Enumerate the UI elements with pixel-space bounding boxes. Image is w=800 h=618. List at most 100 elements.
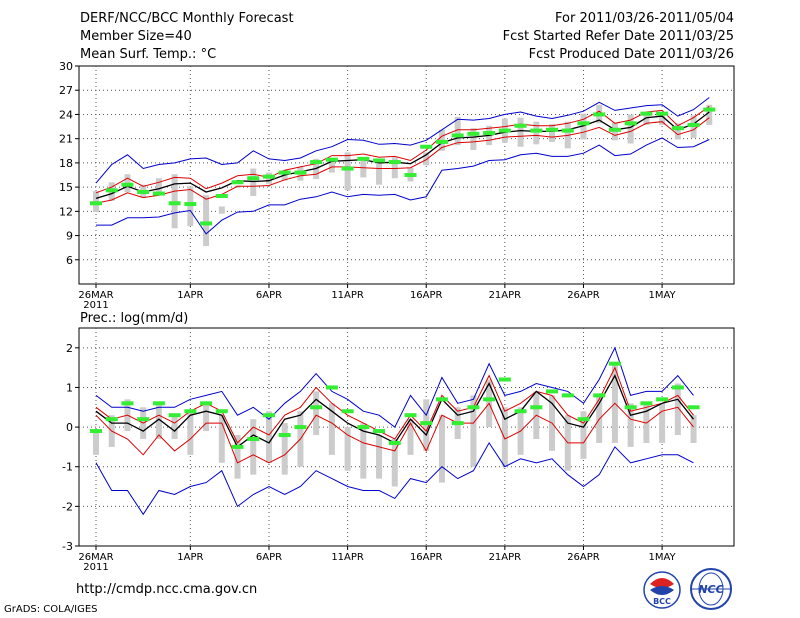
spread-bar (391, 157, 398, 179)
member-size: Member Size=40 (80, 29, 192, 44)
x-tick-label: 6APR (256, 290, 282, 301)
observed-marker (624, 405, 637, 410)
spread-bar (93, 431, 99, 455)
observed-marker (451, 421, 464, 426)
observed-marker (105, 417, 118, 422)
observed-marker (121, 401, 134, 406)
x-year-label: 2011 (83, 300, 108, 311)
series-line-lower (95, 402, 694, 464)
observed-marker (483, 397, 496, 402)
spread-bar (549, 124, 556, 142)
panel-prec: -3 -2 -1 0 1 2 26MAR 1APR 6APR 11APR 16APR 21APR 26A… (62, 327, 735, 573)
spread-bar (674, 123, 681, 140)
series-line-upper (95, 105, 710, 194)
observed-marker (310, 405, 323, 410)
bcc-logo-text: BCC (653, 597, 671, 606)
spread-bar (281, 423, 288, 475)
observed-marker (593, 112, 606, 117)
observed-marker (215, 409, 228, 414)
y-tick-label: 27 (59, 84, 73, 97)
observed-marker (137, 417, 150, 422)
y-tick-label: 2 (66, 342, 73, 355)
grads-credit: GrADS: COLA/IGES (4, 604, 98, 615)
observed-marker (671, 126, 684, 131)
spread-bar (376, 435, 383, 479)
x-tick-label: 21APR (489, 552, 522, 563)
spread-bar (643, 112, 650, 125)
spread-bar (218, 206, 225, 214)
observed-marker (90, 201, 102, 206)
observed-marker (152, 191, 165, 196)
x-tick-label: 1APR (177, 290, 203, 301)
observed-marker (608, 361, 621, 366)
y-tick-label: -3 (62, 540, 73, 553)
spread-bar (250, 168, 257, 196)
variable-label: Mean Surf. Temp.: °C (80, 47, 217, 62)
spread-bar (265, 411, 272, 463)
spread-bar (674, 383, 681, 436)
observed-marker (498, 377, 511, 382)
spread-bar (407, 419, 414, 455)
forecast-started: Fcst Started Refer Date 2011/03/25 (502, 29, 734, 44)
y-tick-label: 18 (59, 157, 73, 170)
observed-marker (703, 107, 716, 112)
spread-bar (376, 160, 383, 185)
spread-bar (533, 121, 540, 145)
spread-bar (470, 128, 477, 150)
spread-bar (501, 407, 508, 467)
observed-marker (325, 385, 338, 390)
observed-marker (577, 121, 590, 126)
observed-marker (483, 131, 496, 136)
observed-marker (278, 433, 291, 438)
precip-title: Prec.: log(mm/d) (80, 311, 188, 326)
observed-marker (530, 405, 543, 410)
observed-marker (435, 139, 448, 144)
spread-bar (218, 415, 225, 463)
x-tick-label: 1MAY (649, 290, 677, 301)
series-line-min (96, 137, 710, 235)
spread-bar (234, 435, 241, 479)
observed-marker (640, 111, 653, 116)
spread-bar (627, 114, 634, 144)
observed-marker (624, 121, 637, 126)
observed-marker (514, 409, 527, 414)
x-tick-label: 16APR (410, 552, 443, 563)
observed-marker (168, 413, 181, 418)
spread-bar (171, 415, 178, 439)
observed-marker (656, 397, 669, 402)
observed-marker (184, 409, 197, 414)
observed-marker (121, 182, 134, 187)
spread-bar (187, 411, 194, 455)
observed-marker (404, 173, 417, 177)
observed-marker (262, 174, 275, 179)
observed-marker (451, 133, 464, 138)
spread-bar (344, 152, 351, 191)
observed-marker (467, 131, 480, 136)
observed-marker (498, 128, 511, 133)
x-tick-label: 6APR (256, 552, 282, 563)
observed-marker (184, 202, 197, 207)
x-tick-label: 21APR (489, 290, 522, 301)
observed-marker (325, 157, 338, 162)
observed-marker (215, 193, 228, 198)
observed-marker (231, 180, 244, 185)
series-line-max (95, 346, 694, 428)
observed-marker (593, 393, 606, 398)
bcc-logo-swirl-icon (650, 578, 674, 588)
observed-marker (200, 401, 213, 406)
observed-marker (608, 127, 621, 132)
x-tick-label: 16APR (410, 290, 443, 301)
y-tick-label: -2 (62, 500, 73, 513)
observed-marker (577, 417, 590, 422)
observed-marker (530, 128, 543, 133)
observed-marker (357, 425, 370, 430)
y-tick-label: 6 (66, 254, 73, 267)
observed-marker (200, 221, 213, 226)
x-tick-label: 1MAY (649, 552, 677, 563)
observed-marker (247, 176, 260, 181)
y-tick-label: 21 (59, 133, 73, 146)
observed-marker (137, 189, 150, 194)
source-url[interactable]: http://cmdp.ncc.cma.gov.cn (76, 582, 258, 597)
logo-group: BCC NCC (643, 568, 732, 610)
